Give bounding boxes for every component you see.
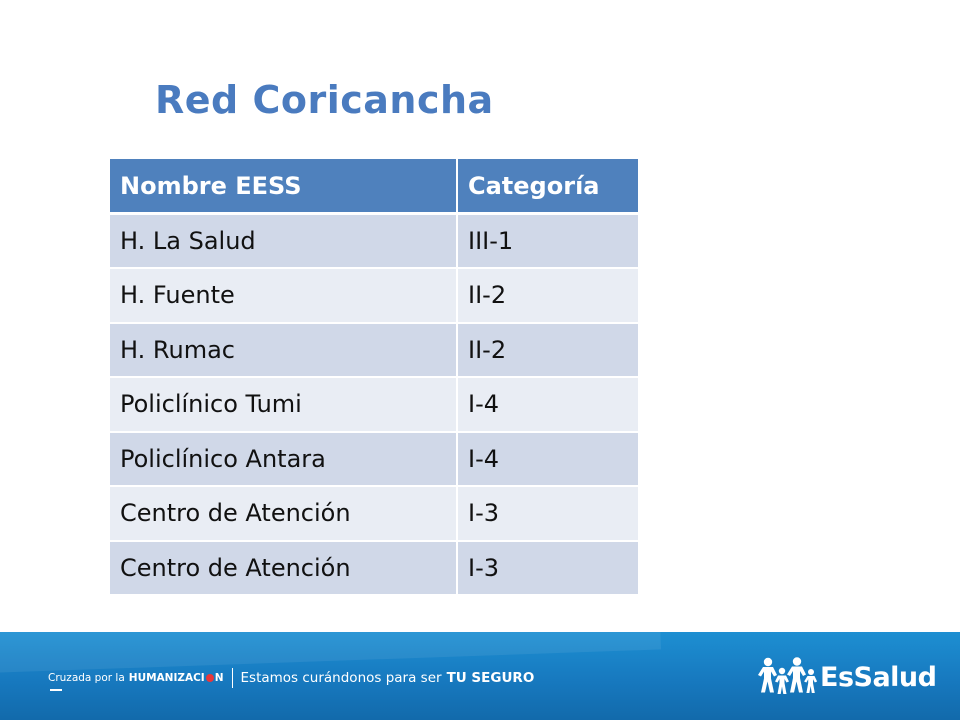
cell-categoria: I-3 xyxy=(457,540,638,596)
header-nombre-eess: Nombre EESS xyxy=(110,159,458,215)
slogan-divider xyxy=(231,668,233,688)
cell-nombre: H. La Salud xyxy=(110,213,458,269)
slogan-n-text: N xyxy=(214,672,224,684)
cell-nombre: H. Fuente xyxy=(110,268,458,324)
cell-nombre: H. Rumac xyxy=(110,322,458,378)
cell-categoria: I-4 xyxy=(457,431,638,487)
slogan-underline xyxy=(50,689,62,691)
table-row: Policlínico Tumi I-4 xyxy=(110,377,638,433)
cell-categoria: II-2 xyxy=(457,322,638,378)
slide-title: Red Coricancha xyxy=(155,78,494,122)
table-row: H. La Salud III-1 xyxy=(110,213,638,269)
cell-categoria: I-4 xyxy=(457,377,638,433)
slogan-humaniza-text: HUMANIZACI xyxy=(128,672,205,684)
family-icon xyxy=(758,657,818,694)
cell-nombre: Policlínico Tumi xyxy=(110,377,458,433)
table-row: Centro de Atención I-3 xyxy=(110,486,638,542)
table-row: H. Rumac II-2 xyxy=(110,322,638,378)
footer-slogan: Cruzada por la HUMANIZACI N Estamos curá… xyxy=(48,668,534,688)
heart-icon xyxy=(205,674,214,682)
eess-table: Nombre EESS Categoría H. La Salud III-1 … xyxy=(110,159,638,596)
cell-nombre: Centro de Atención xyxy=(110,540,458,596)
slogan-prefix: Cruzada por la xyxy=(48,672,125,684)
essalud-logo: EsSalud xyxy=(758,652,937,702)
cell-categoria: I-3 xyxy=(457,486,638,542)
table-header-row: Nombre EESS Categoría xyxy=(110,159,638,215)
table-row: Centro de Atención I-3 xyxy=(110,540,638,596)
cell-categoria: III-1 xyxy=(457,213,638,269)
cell-nombre: Centro de Atención xyxy=(110,486,458,542)
brand-name: EsSalud xyxy=(820,661,937,693)
slogan-humanizacion: HUMANIZACI N xyxy=(129,672,224,684)
slogan-tagline: Estamos curándonos para ser xyxy=(240,670,442,686)
cell-nombre: Policlínico Antara xyxy=(110,431,458,487)
slogan-bold: TU SEGURO xyxy=(446,670,535,686)
footer-banner: Cruzada por la HUMANIZACI N Estamos curá… xyxy=(0,632,960,720)
header-categoria: Categoría xyxy=(457,159,638,215)
table-row: Policlínico Antara I-4 xyxy=(110,431,638,487)
cell-categoria: II-2 xyxy=(457,268,638,324)
table-row: H. Fuente II-2 xyxy=(110,268,638,324)
